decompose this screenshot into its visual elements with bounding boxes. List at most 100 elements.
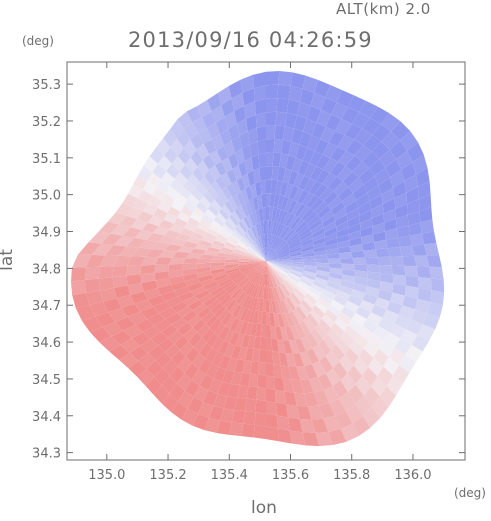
velocity-cell — [126, 207, 143, 220]
velocity-cell — [295, 305, 307, 321]
velocity-cell — [126, 274, 142, 286]
velocity-cell — [381, 187, 395, 205]
velocity-cell — [152, 301, 171, 314]
velocity-cell — [266, 247, 270, 261]
velocity-cell — [329, 272, 343, 280]
velocity-cell — [408, 222, 422, 236]
velocity-cell — [269, 287, 275, 301]
velocity-cell — [427, 301, 443, 318]
velocity-cell — [336, 90, 355, 108]
velocity-cell — [306, 194, 320, 209]
velocity-cell — [397, 235, 412, 247]
velocity-cell — [371, 204, 384, 219]
velocity-cell — [290, 292, 302, 306]
velocity-cell — [330, 146, 347, 162]
velocity-cell — [277, 194, 285, 210]
velocity-cell — [247, 170, 256, 187]
velocity-cell — [252, 310, 259, 324]
velocity-cell — [393, 365, 410, 385]
velocity-cell — [257, 261, 266, 271]
velocity-cell — [363, 341, 379, 358]
velocity-cell — [383, 332, 401, 348]
velocity-cell — [266, 261, 276, 272]
velocity-cell — [290, 269, 304, 276]
velocity-cell — [291, 201, 302, 216]
velocity-cell — [338, 252, 353, 259]
velocity-cell — [258, 285, 263, 299]
velocity-cell — [112, 275, 128, 288]
velocity-cell — [150, 331, 168, 346]
velocity-cell — [321, 289, 336, 300]
velocity-cell — [395, 203, 408, 219]
velocity-cell — [262, 298, 266, 312]
velocity-cell — [122, 227, 142, 238]
velocity-cell — [255, 323, 262, 337]
velocity-cell — [169, 366, 185, 384]
velocity-cell — [211, 180, 222, 196]
velocity-cell — [185, 347, 200, 364]
velocity-cell — [266, 261, 268, 275]
velocity-cell — [164, 229, 181, 239]
velocity-cell — [249, 244, 259, 254]
velocity-cell — [258, 222, 263, 237]
velocity-cell — [345, 155, 363, 172]
velocity-cell — [331, 201, 345, 216]
velocity-cell — [275, 269, 287, 279]
velocity-cell — [352, 283, 368, 294]
velocity-cell — [308, 286, 322, 298]
velocity-cell — [262, 234, 266, 249]
velocity-cell — [266, 261, 277, 270]
velocity-cell — [296, 223, 310, 236]
velocity-cell — [290, 257, 304, 261]
velocity-cell — [221, 157, 233, 173]
velocity-cell — [157, 284, 174, 296]
velocity-cell — [388, 347, 406, 366]
velocity-cell — [335, 119, 352, 136]
velocity-cell — [236, 244, 248, 252]
velocity-cell — [304, 364, 318, 380]
velocity-cell — [266, 258, 279, 261]
velocity-cell — [180, 205, 193, 218]
velocity-cell — [161, 324, 178, 338]
velocity-cell — [283, 229, 295, 242]
velocity-cell — [215, 252, 231, 258]
velocity-cell — [163, 212, 178, 224]
velocity-cell — [416, 266, 431, 279]
velocity-cell — [320, 126, 336, 143]
velocity-cell — [293, 187, 304, 202]
velocity-cell — [405, 345, 423, 363]
velocity-cell — [98, 266, 114, 279]
velocity-cell — [285, 312, 295, 327]
velocity-cell — [261, 248, 266, 261]
velocity-cell — [302, 255, 316, 260]
velocity-cell — [226, 183, 237, 197]
velocity-cell — [251, 348, 260, 362]
velocity-cell — [174, 192, 188, 206]
velocity-cell — [362, 319, 378, 334]
velocity-cell — [266, 261, 269, 275]
velocity-cell — [277, 166, 286, 182]
velocity-cell — [127, 311, 147, 325]
velocity-cell — [203, 139, 217, 155]
velocity-cell — [190, 232, 205, 241]
velocity-cell — [346, 139, 364, 156]
velocity-cell — [277, 428, 292, 444]
velocity-cell — [288, 272, 301, 281]
velocity-cell — [280, 365, 292, 380]
velocity-cell — [247, 269, 258, 279]
velocity-cell — [213, 366, 227, 382]
velocity-cell — [314, 323, 328, 340]
velocity-cell — [347, 318, 363, 334]
velocity-cell — [210, 268, 226, 275]
velocity-cell — [377, 317, 395, 333]
velocity-cell — [212, 240, 225, 248]
velocity-cell — [398, 305, 415, 320]
velocity-cell — [311, 122, 326, 139]
velocity-cell — [252, 261, 266, 267]
velocity-cell — [328, 428, 347, 446]
velocity-cell — [282, 378, 294, 393]
velocity-cell — [252, 261, 266, 266]
velocity-cell — [155, 278, 171, 289]
velocity-cell — [266, 261, 277, 270]
